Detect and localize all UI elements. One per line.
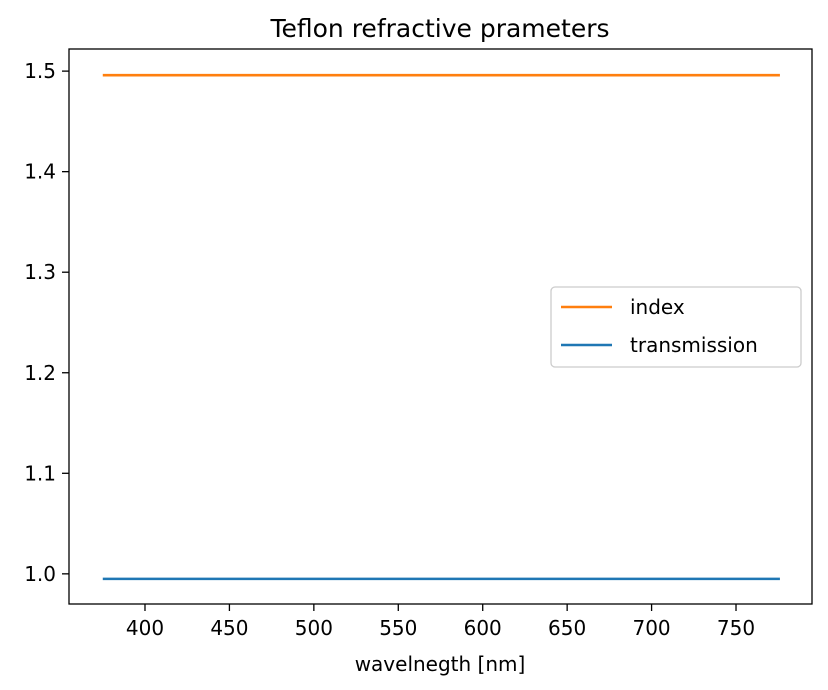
x-tick-label: 700 [632,616,670,640]
legend: index transmission [550,286,802,368]
legend-label-index: index [630,295,685,319]
chart-title: Teflon refractive prameters [269,14,609,43]
x-tick-label: 750 [717,616,755,640]
x-tick-label: 500 [295,616,333,640]
x-tick-label: 400 [126,616,164,640]
y-axis: 1.0 1.1 1.2 1.3 1.4 1.5 [24,59,69,586]
y-tick-label: 1.3 [24,260,56,284]
x-tick-label: 650 [548,616,586,640]
legend-box [550,286,802,368]
y-tick-label: 1.1 [24,461,56,485]
x-tick-label: 550 [379,616,417,640]
x-axis-label: wavelnegth [nm] [355,652,526,676]
x-tick-label: 450 [210,616,248,640]
y-tick-label: 1.5 [24,59,56,83]
y-tick-label: 1.4 [24,160,56,184]
plot-frame [68,48,813,605]
y-tick-label: 1.2 [24,361,56,385]
series-layer [102,73,780,581]
x-tick-label: 600 [464,616,502,640]
legend-label-transmission: transmission [630,333,758,357]
y-tick-label: 1.0 [24,562,56,586]
x-axis: 400 450 500 550 600 650 700 750 [126,604,755,640]
